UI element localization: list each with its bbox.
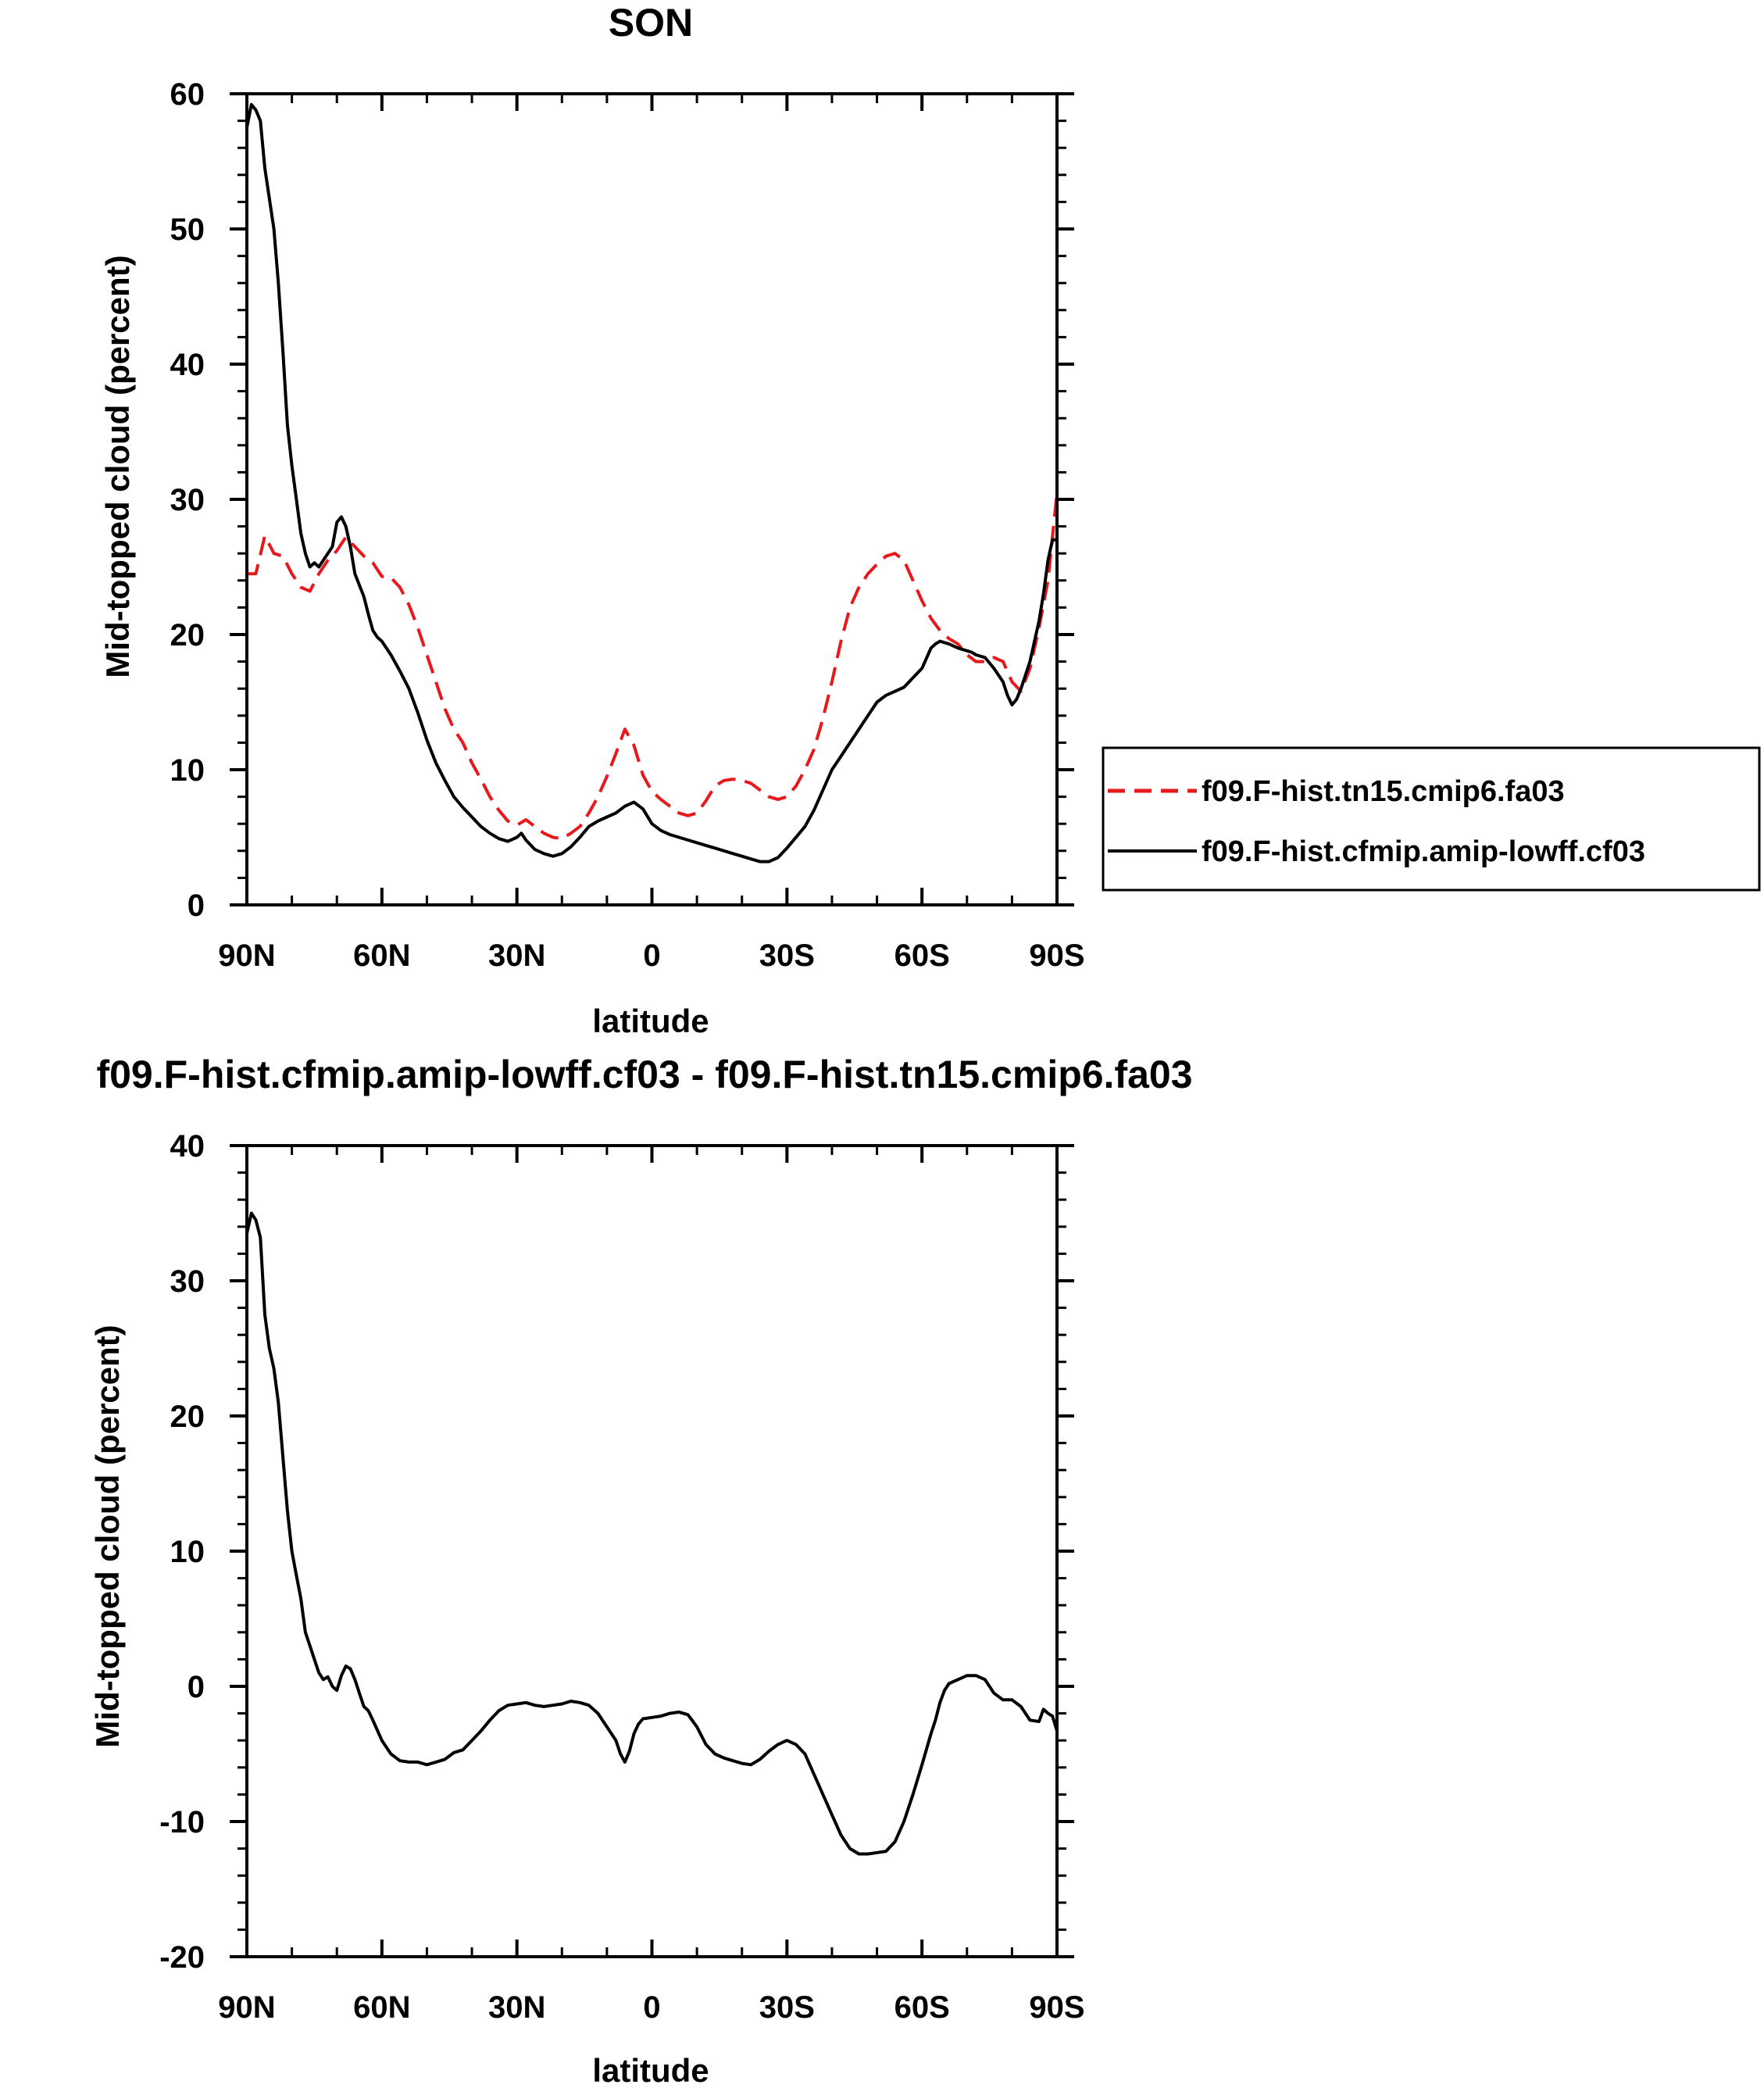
y-tick-label: 10 <box>170 1535 205 1569</box>
bottom-chart-plot-area <box>245 1144 1059 1958</box>
bottom-chart-title: f09.F-hist.cfmip.amip-lowff.cf03 - f09.F… <box>96 1053 1192 1096</box>
y-tick-label: 40 <box>170 1129 205 1164</box>
y-tick-label: 20 <box>170 618 205 652</box>
top-chart-ticks: 90N 60N 30N 0 30S 60S 90S 0 10 20 30 40 50 60 <box>170 77 1085 973</box>
series-line-1-0 <box>245 1211 1059 1856</box>
top-chart-title: SON <box>609 1 693 45</box>
y-tick-label: -10 <box>159 1805 205 1840</box>
x-tick-label: 30S <box>759 939 815 973</box>
top-chart-plot-area <box>245 92 1059 906</box>
x-tick-label: 90N <box>218 939 275 973</box>
x-tick-label: 90S <box>1029 939 1084 973</box>
legend-label-tn15: f09.F-hist.tn15.cmip6.fa03 <box>1202 775 1565 808</box>
top-chart-frame <box>245 92 1059 906</box>
y-tick-label: 10 <box>170 753 205 788</box>
x-tick-label: 0 <box>643 1990 660 2025</box>
y-tick-label: 50 <box>170 213 205 247</box>
x-tick-label: 0 <box>643 939 660 973</box>
y-tick-label: 40 <box>170 348 205 382</box>
y-tick-label: 30 <box>170 483 205 517</box>
y-tick-label: 0 <box>187 888 205 923</box>
x-tick-label: 90S <box>1029 1990 1084 2025</box>
bottom-chart-ticks: 90N 60N 30N 0 30S 60S 90S -20 -10 0 10 20 30 40 <box>159 1129 1084 2025</box>
bottom-chart-xlabel: latitude <box>592 2052 709 2088</box>
x-tick-label: 90N <box>218 1990 275 2025</box>
series-line-0-0 <box>247 492 1059 841</box>
x-tick-label: 30N <box>488 1990 545 2025</box>
x-tick-label: 60N <box>353 939 410 973</box>
bottom-chart: f09.F-hist.cfmip.amip-lowff.cf03 - f09.F… <box>89 1053 1193 2088</box>
x-tick-label: 60S <box>894 1990 950 2025</box>
legend-label-cfmip: f09.F-hist.cfmip.amip-lowff.cf03 <box>1202 835 1645 868</box>
top-chart-xlabel: latitude <box>592 1003 709 1039</box>
bottom-chart-frame <box>245 1144 1059 1958</box>
series-line-0-1 <box>245 102 1057 863</box>
legend-box <box>1102 746 1761 892</box>
top-chart-legend: f09.F-hist.tn15.cmip6.fa03 f09.F-hist.cf… <box>1102 746 1761 892</box>
y-tick-label: -20 <box>159 1940 205 1975</box>
y-tick-label: 20 <box>170 1400 205 1434</box>
y-tick-label: 0 <box>187 1670 205 1704</box>
top-chart-ylabel: Mid-topped cloud (percent) <box>99 255 136 678</box>
x-tick-label: 60N <box>353 1990 410 2025</box>
top-chart: SON Mid-topped cloud (percent) latitude … <box>99 1 1761 1039</box>
x-tick-label: 30N <box>488 939 545 973</box>
x-tick-label: 30S <box>759 1990 815 2025</box>
y-tick-label: 60 <box>170 77 205 112</box>
y-tick-label: 30 <box>170 1264 205 1299</box>
bottom-chart-ylabel: Mid-topped cloud (percent) <box>89 1325 126 1747</box>
x-tick-label: 60S <box>894 939 950 973</box>
